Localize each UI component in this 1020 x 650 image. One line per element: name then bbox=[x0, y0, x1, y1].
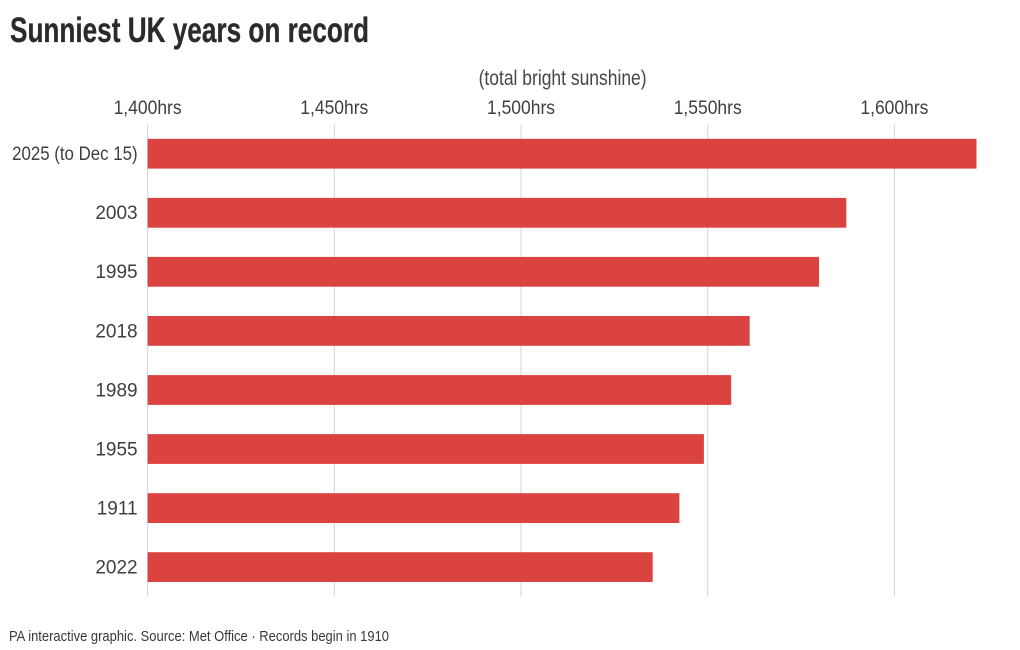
svg-text:(total bright sunshine): (total bright sunshine) bbox=[479, 67, 647, 90]
svg-text:1,600hrs: 1,600hrs bbox=[860, 97, 928, 119]
svg-text:1911: 1911 bbox=[97, 499, 138, 520]
svg-text:1,500hrs: 1,500hrs bbox=[487, 97, 555, 119]
svg-text:1995: 1995 bbox=[95, 262, 137, 283]
svg-text:1,450hrs: 1,450hrs bbox=[300, 97, 368, 119]
svg-text:Sunniest UK years on record: Sunniest UK years on record bbox=[10, 11, 369, 50]
svg-text:2003: 2003 bbox=[95, 203, 137, 224]
svg-text:2018: 2018 bbox=[95, 321, 137, 342]
svg-text:PA interactive graphic. Source: PA interactive graphic. Source: Met Offi… bbox=[9, 628, 389, 645]
svg-text:1955: 1955 bbox=[95, 439, 137, 460]
svg-text:2025 (to Dec 15): 2025 (to Dec 15) bbox=[12, 144, 138, 165]
svg-text:2022: 2022 bbox=[95, 558, 137, 579]
svg-text:1,400hrs: 1,400hrs bbox=[114, 97, 182, 119]
svg-text:1,550hrs: 1,550hrs bbox=[674, 97, 742, 119]
svg-text:1989: 1989 bbox=[95, 380, 137, 401]
